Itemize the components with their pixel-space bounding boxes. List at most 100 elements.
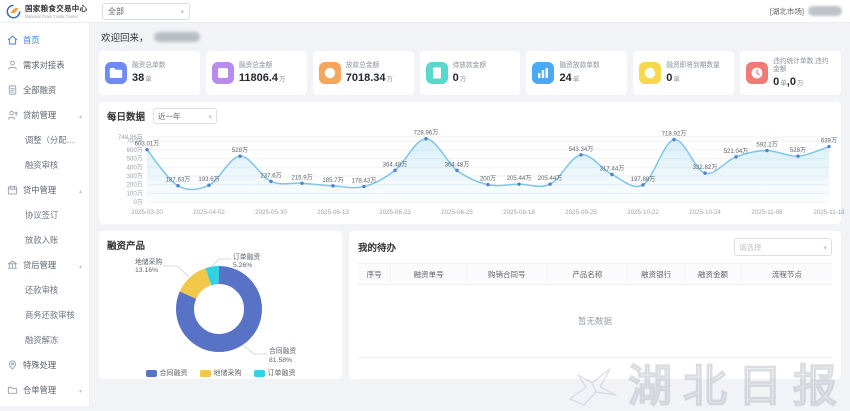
sidebar-item[interactable]: 协议签订	[0, 202, 89, 227]
main-content: 欢迎回来， 融资总单数 38单 融资总金额 11806.4万 放款总金额 7018.34万…	[90, 22, 850, 406]
stat-value: 7018.34万	[345, 72, 393, 85]
sidebar-item[interactable]: 仓单管理	[0, 377, 89, 402]
sidebar-item[interactable]: 特殊处理	[0, 352, 89, 377]
welcome-text: 欢迎回来，	[101, 33, 149, 44]
sidebar-item[interactable]: 贷前管理	[0, 102, 89, 127]
svg-text:728.96万: 728.96万	[414, 130, 439, 137]
todo-filter-placeholder: 请选择	[739, 242, 762, 252]
svg-text:订单融资: 订单融资	[233, 252, 260, 261]
sidebar-item-label: 融资审核	[25, 159, 59, 170]
sidebar-item-label: 还款审核	[25, 284, 59, 295]
svg-text:0万: 0万	[133, 199, 143, 206]
chevron-down-icon	[823, 243, 827, 252]
daily-data-title: 每日数据	[107, 112, 146, 124]
svg-text:187.63万: 187.63万	[166, 177, 191, 184]
legend-item[interactable]: 订单融资	[253, 368, 296, 378]
sidebar-item-label: 调整（分配）银行	[25, 134, 82, 145]
financing-products-title: 融资产品	[107, 241, 146, 253]
sidebar-item[interactable]: 全部融资	[0, 77, 89, 102]
todo-column-header: 序号	[358, 263, 392, 286]
coin-icon	[318, 62, 341, 85]
svg-text:332.82万: 332.82万	[693, 164, 718, 171]
market-select[interactable]: 全部	[102, 2, 190, 20]
stat-card: 待放款金额 0万	[419, 51, 521, 96]
doc-icon	[425, 62, 448, 85]
stat-value: 0万	[452, 72, 467, 85]
logo-subtitle: National Grain Trade Center	[25, 13, 79, 20]
folder-icon	[7, 386, 18, 394]
svg-text:528万: 528万	[790, 147, 806, 154]
legend-label: 合同融资	[159, 370, 188, 378]
top-header: 国家粮食交易中心 National Grain Trade Center 全部 …	[0, 0, 850, 23]
svg-text:528万: 528万	[232, 147, 248, 154]
stat-cards-row: 融资总单数 38单 融资总金额 11806.4万 放款总金额 7018.34万 待放款金额 0…	[99, 51, 842, 96]
legend-item[interactable]: 地储采购	[199, 368, 242, 378]
svg-text:2025-08-18: 2025-08-18	[503, 209, 535, 216]
stat-value: 0单,0万	[773, 76, 804, 89]
calendar-icon	[7, 184, 18, 195]
stat-card: 融资即将到期数量 0单	[633, 51, 735, 96]
todo-filter-select[interactable]: 请选择	[734, 238, 832, 257]
svg-text:185.7万: 185.7万	[322, 177, 343, 184]
sidebar-item[interactable]: 贷中管理	[0, 177, 89, 202]
svg-text:500万: 500万	[126, 156, 143, 163]
svg-text:205.44万: 205.44万	[507, 175, 532, 182]
stat-label: 融资总单数	[132, 62, 166, 70]
sidebar-item[interactable]: 融资解冻	[0, 327, 89, 352]
svg-text:700万: 700万	[126, 138, 143, 145]
svg-text:748.96万: 748.96万	[118, 134, 143, 141]
legend-chip	[253, 369, 265, 377]
stat-value: 24单	[559, 72, 580, 85]
logo-icon	[6, 4, 21, 18]
svg-text:215.9万: 215.9万	[291, 174, 312, 181]
sidebar-item[interactable]: 调整（分配）银行	[0, 127, 89, 152]
sidebar-item[interactable]: 还款审核	[0, 277, 89, 302]
sidebar-item[interactable]: 首页	[0, 27, 89, 52]
chevron-up-icon	[79, 260, 82, 270]
stat-card: 融资放款单数 24单	[526, 51, 628, 96]
svg-text:178.43万: 178.43万	[352, 178, 377, 185]
welcome-row: 欢迎回来，	[101, 30, 841, 44]
chevron-down-icon	[79, 385, 82, 395]
sidebar-item[interactable]: 融资审核	[0, 152, 89, 177]
stat-label: 放款总金额	[345, 62, 380, 70]
sidebar-item-label: 融资解冻	[25, 334, 59, 345]
home-icon	[7, 34, 18, 45]
stat-label: 融资总金额	[238, 62, 273, 70]
sidebar-item-label: 协议签订	[25, 209, 59, 220]
legend-item[interactable]: 合同融资	[145, 368, 188, 378]
sidebar-item[interactable]: 放款入账	[0, 227, 89, 252]
sidebar: 首页需求对接表全部融资贷前管理调整（分配）银行融资审核贷中管理协议签订放款入账贷…	[0, 22, 90, 406]
daily-line-chart: 0万100万200万300万400万500万600万700万748.96万603…	[118, 130, 845, 216]
doc-icon	[8, 84, 17, 95]
svg-text:地储采购: 地储采购	[135, 257, 162, 266]
sidebar-item-label: 放款入账	[25, 234, 59, 245]
stat-card: 融资总金额 11806.4万	[205, 51, 307, 96]
chart-icon	[532, 62, 555, 85]
sidebar-item-label: 贷中管理	[23, 184, 57, 195]
stat-label: 融资放款单数	[559, 62, 600, 70]
legend-chip	[199, 369, 211, 377]
svg-text:364.48万: 364.48万	[445, 161, 470, 168]
sidebar-item-label: 仓单管理	[23, 384, 57, 395]
range-select[interactable]: 近一年	[153, 108, 218, 125]
svg-text:300万: 300万	[126, 173, 143, 180]
sidebar-item[interactable]: 需求对接表	[0, 52, 89, 77]
chevron-down-icon	[209, 112, 213, 121]
svg-text:364.48万: 364.48万	[383, 161, 408, 168]
svg-text:521.04万: 521.04万	[724, 148, 749, 155]
stat-label: 待放款金额	[452, 62, 487, 70]
donut-legend: 合同融资 地储采购 订单融资	[107, 368, 334, 378]
todo-table-header: 序号 融资单号 购销合同号 产品名称 融资银行 融资金额 流程节点	[358, 263, 832, 286]
sidebar-item[interactable]: 商务还款审核	[0, 302, 89, 327]
svg-text:237.6万: 237.6万	[260, 172, 281, 179]
range-select-value: 近一年	[158, 111, 181, 121]
svg-text:197.88万: 197.88万	[631, 176, 656, 183]
todo-column-header: 融资金额	[685, 263, 742, 286]
svg-text:543.34万: 543.34万	[569, 146, 594, 153]
username-redacted[interactable]	[808, 6, 842, 16]
daily-data-card: 每日数据 近一年 0万100万200万300万400万500万600万700万7…	[99, 102, 845, 225]
user-icon	[8, 60, 17, 70]
sidebar-item[interactable]: 贷后管理	[0, 252, 89, 277]
